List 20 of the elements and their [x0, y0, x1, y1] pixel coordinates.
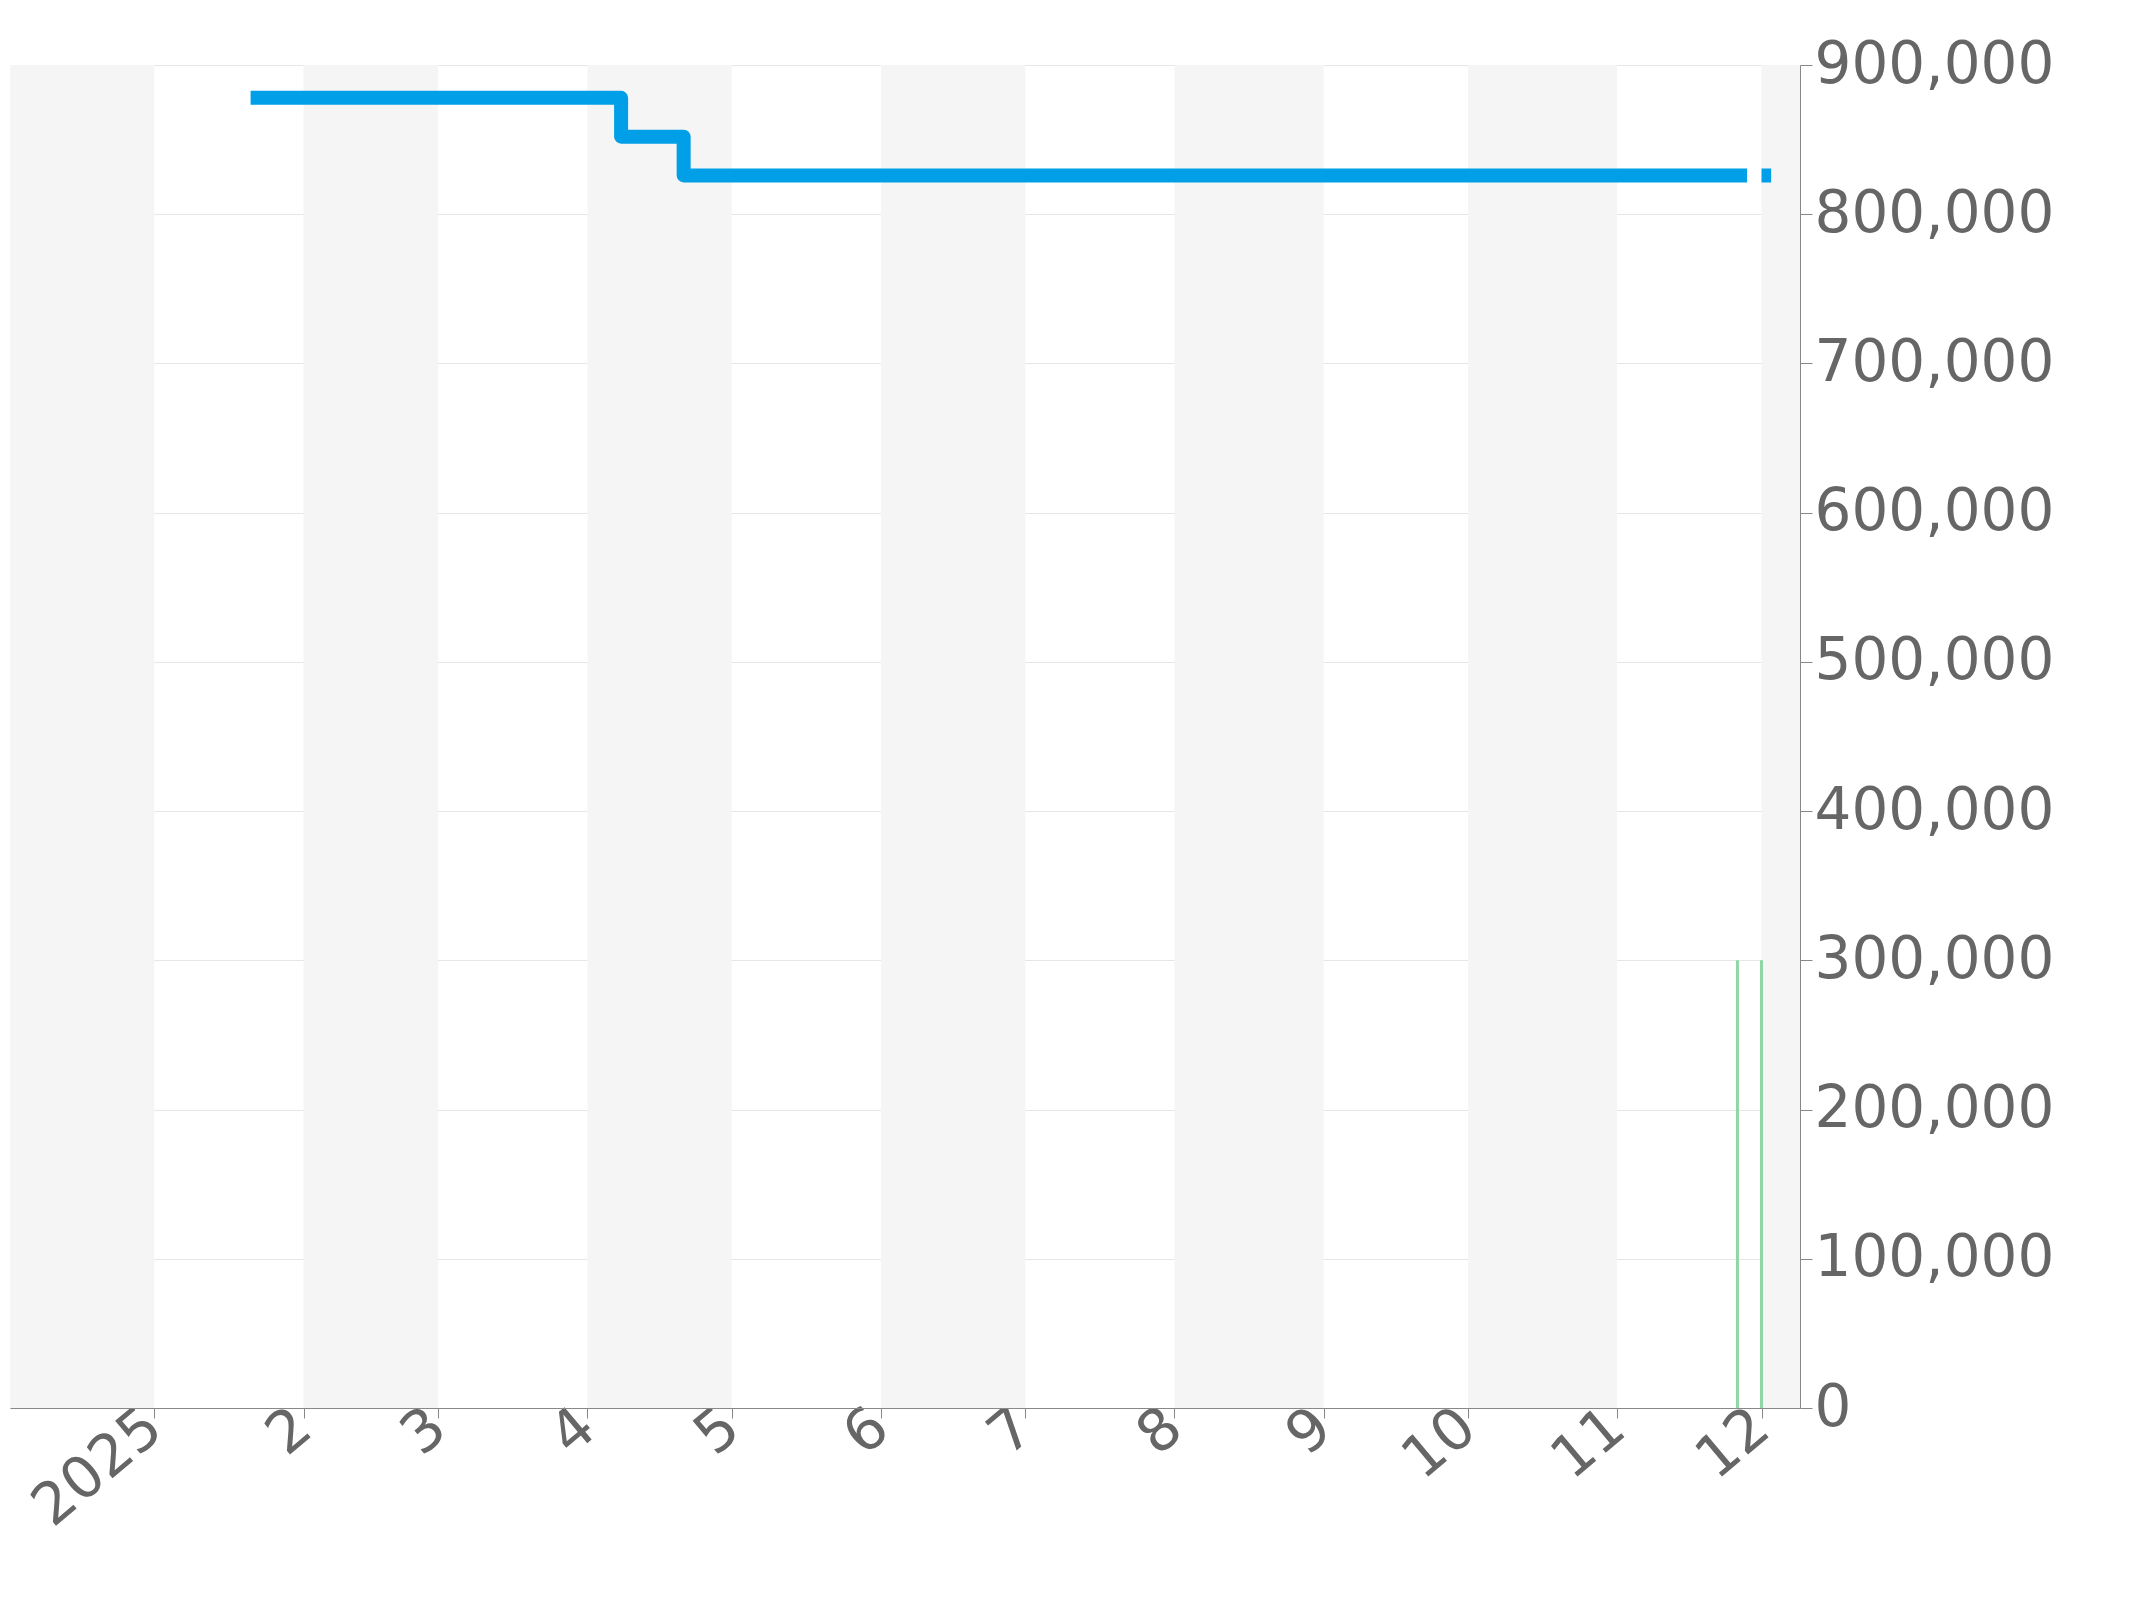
y-tick-label: 0 [1814, 1371, 1852, 1440]
x-tick-label: 11 [1537, 1392, 1638, 1492]
x-tick-label: 8 [1122, 1392, 1195, 1468]
y-tick-label: 900,000 [1814, 28, 2055, 97]
y-tick-label: 500,000 [1814, 625, 2055, 694]
x-tick-label: 5 [680, 1392, 753, 1468]
x-tick-label: 4 [535, 1392, 608, 1468]
y-tick-label: 100,000 [1814, 1222, 2055, 1291]
x-tick-label: 6 [829, 1392, 902, 1468]
x-tick-label: 9 [1272, 1392, 1345, 1468]
x-tick-label: 12 [1681, 1392, 1782, 1492]
y-tick-label: 400,000 [1814, 774, 2055, 843]
x-tick-label: 3 [386, 1392, 459, 1468]
x-tick-label: 2 [251, 1392, 324, 1468]
y-tick-label: 700,000 [1814, 326, 2055, 395]
y-tick-label: 200,000 [1814, 1073, 2055, 1142]
y-tick-label: 600,000 [1814, 476, 2055, 545]
x-tick-label: 10 [1388, 1392, 1489, 1492]
y-tick-label: 800,000 [1814, 177, 2055, 246]
y-tick-label: 300,000 [1814, 923, 2055, 992]
